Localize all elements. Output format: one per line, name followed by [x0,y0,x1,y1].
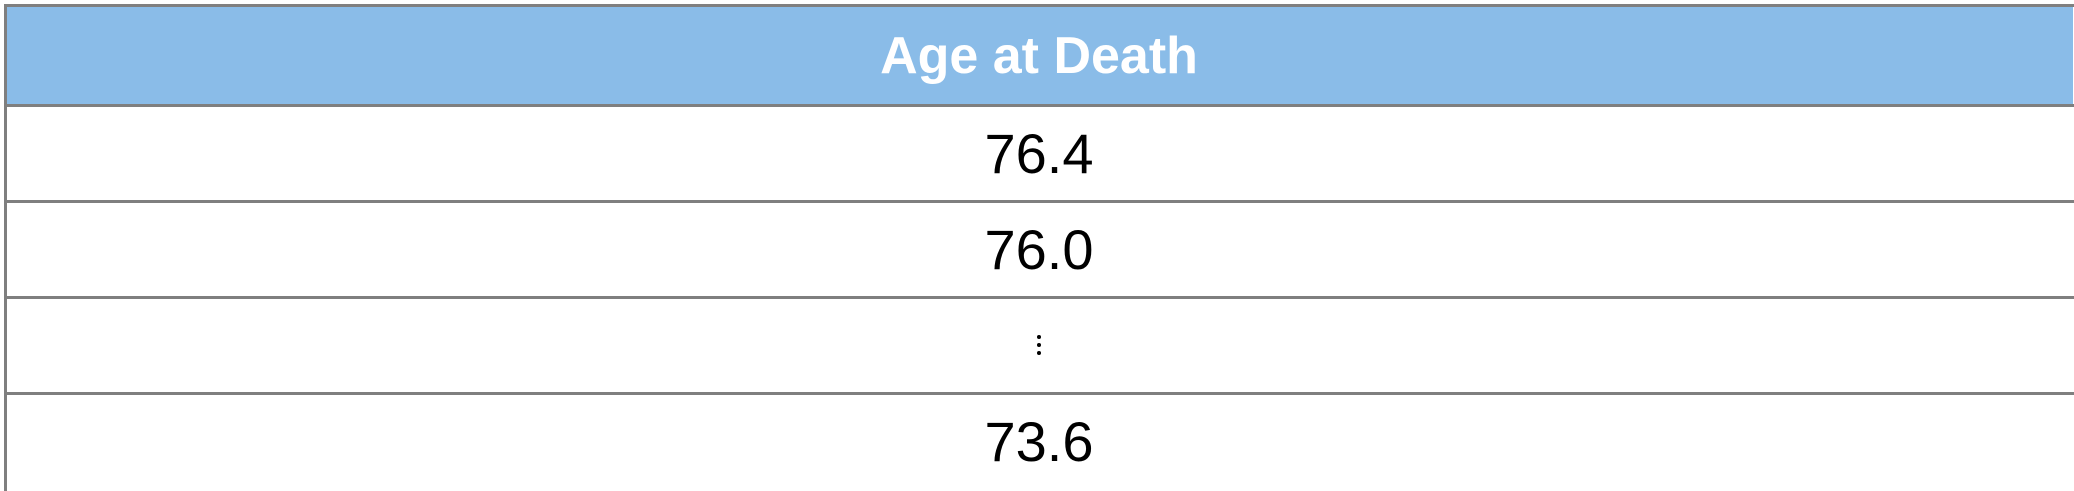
vertical-ellipsis-icon [1037,331,1041,359]
table-header-row: Age at Death [4,4,2073,107]
table-cell-ellipsis [4,296,2073,395]
table-cell: 76.0 [4,200,2073,299]
table-cell: 76.4 [4,104,2073,203]
table-row [4,296,2073,395]
table-row: 73.6 [4,392,2073,490]
age-at-death-table: Age at Death 76.4 76.0 73.6 [4,4,2074,491]
table-row: 76.0 [4,200,2073,299]
data-table-container: Age at Death 76.4 76.0 73.6 [4,4,2074,491]
table-row: 76.4 [4,104,2073,203]
column-header-age-at-death: Age at Death [4,4,2073,107]
table-cell: 73.6 [4,392,2073,490]
